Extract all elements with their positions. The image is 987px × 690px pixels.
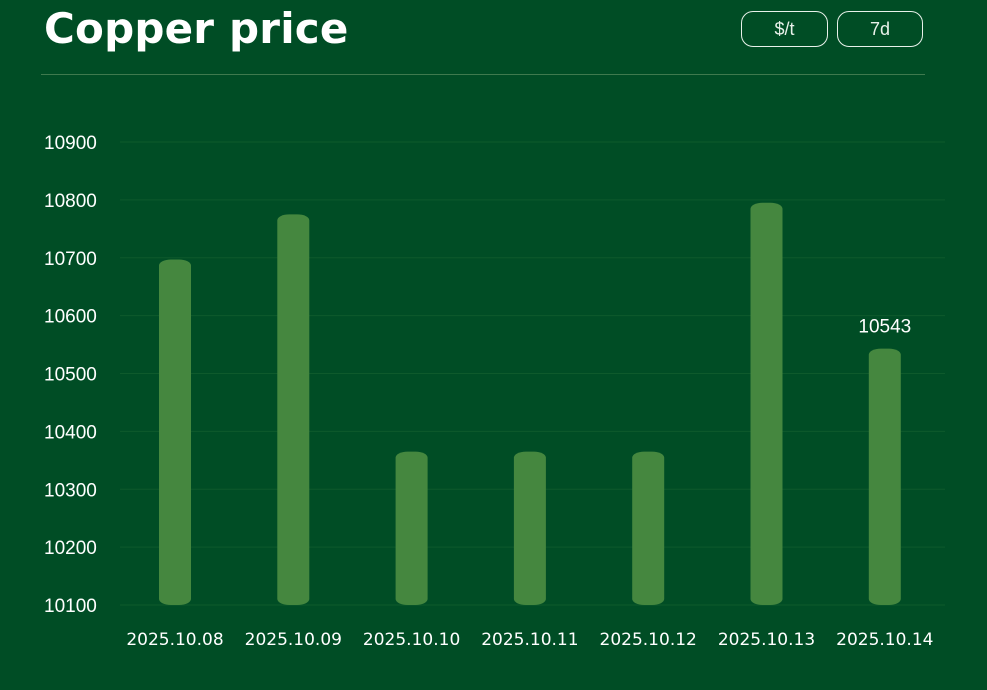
page-title: Copper price [44,4,349,53]
x-tick-label: 2025.10.08 [126,630,223,650]
y-axis-ticks: 10100 10200 10300 10400 10500 10600 10700 10800… [44,133,97,617]
x-tick-label: 2025.10.12 [600,630,697,650]
range-toggle-button[interactable]: 7d [837,11,923,47]
bar[interactable] [632,451,665,605]
grid-lines [120,141,945,606]
bar[interactable] [513,451,546,605]
x-axis-ticks: 2025.10.08 2025.10.09 2025.10.10 2025.10.11… [126,630,933,650]
y-tick-label: 10600 [44,307,97,328]
y-tick-label: 10800 [44,191,97,212]
unit-toggle-button[interactable]: $/t [741,11,828,47]
y-tick-label: 10100 [44,596,97,617]
header-divider [41,74,925,75]
x-tick-label: 2025.10.13 [718,630,815,650]
y-tick-label: 10400 [44,422,97,443]
x-tick-label: 2025.10.10 [363,630,460,650]
y-tick-label: 10300 [44,480,97,501]
bar[interactable] [159,259,191,605]
bar[interactable] [395,451,428,605]
x-tick-label: 2025.10.11 [481,630,578,650]
bar[interactable] [750,202,783,606]
y-tick-label: 10900 [44,133,97,154]
data-labels: 10543 [858,317,911,338]
y-tick-label: 10200 [44,538,97,559]
bar[interactable] [277,214,310,605]
y-tick-label: 10700 [44,249,97,270]
y-tick-label: 10500 [44,365,97,386]
x-tick-label: 2025.10.09 [245,630,342,650]
x-tick-label: 2025.10.14 [836,630,933,650]
data-label: 10543 [858,317,911,338]
bar[interactable] [868,348,901,605]
bars [159,202,901,606]
